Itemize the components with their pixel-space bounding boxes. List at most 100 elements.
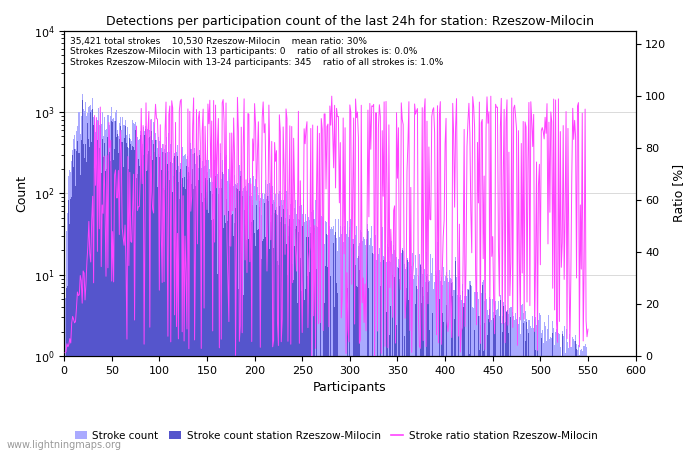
Bar (432, 313, 433, 450)
Bar (265, 200, 267, 450)
Bar (518, 324, 519, 450)
Bar (180, 163, 181, 450)
Bar (291, 206, 292, 450)
Bar (217, 174, 218, 450)
Bar (408, 262, 409, 450)
Bar (347, 288, 349, 450)
Bar (578, 346, 579, 450)
Bar (76, 151, 77, 450)
Bar (473, 361, 474, 450)
Bar (302, 199, 304, 450)
Bar (562, 334, 563, 450)
Bar (532, 316, 533, 450)
Bar (177, 145, 178, 450)
Stroke ratio station Rzeszow-Milocin (584, 327, 592, 332)
Bar (241, 196, 243, 450)
Bar (446, 272, 447, 450)
Bar (463, 296, 465, 450)
Bar (540, 315, 541, 450)
Bar (341, 234, 342, 450)
Bar (112, 122, 113, 450)
Bar (577, 351, 578, 450)
Bar (510, 317, 511, 450)
Bar (239, 191, 240, 450)
Bar (127, 147, 128, 450)
Bar (423, 274, 424, 450)
Bar (149, 130, 150, 450)
Bar (346, 223, 347, 450)
Bar (359, 243, 360, 450)
Bar (368, 231, 370, 450)
Bar (106, 129, 107, 450)
Bar (76, 130, 77, 450)
Bar (294, 246, 295, 450)
Bar (421, 303, 422, 450)
Bar (560, 376, 561, 450)
Bar (553, 328, 554, 450)
Bar (261, 215, 262, 450)
Bar (399, 279, 400, 450)
Bar (402, 252, 404, 450)
Bar (158, 137, 159, 450)
Bar (520, 333, 521, 450)
Bar (323, 244, 325, 450)
Bar (238, 289, 239, 450)
Bar (558, 380, 559, 450)
Bar (77, 126, 78, 450)
Bar (71, 162, 72, 450)
Bar (75, 186, 76, 450)
Bar (284, 211, 285, 450)
Bar (70, 199, 71, 450)
Bar (482, 282, 483, 450)
Bar (140, 135, 141, 450)
Bar (571, 347, 573, 450)
Bar (77, 141, 78, 450)
Bar (466, 316, 468, 450)
Bar (270, 222, 272, 450)
Text: www.lightningmaps.org: www.lightningmaps.org (7, 440, 122, 450)
Bar (115, 122, 116, 450)
Bar (400, 249, 401, 450)
Bar (79, 112, 80, 450)
Bar (414, 274, 415, 450)
Bar (255, 246, 256, 450)
Bar (283, 209, 284, 450)
Bar (179, 199, 180, 450)
Bar (103, 157, 104, 450)
Bar (177, 156, 178, 450)
Bar (480, 325, 481, 450)
Bar (558, 333, 559, 450)
Bar (64, 380, 66, 450)
Bar (452, 282, 453, 450)
Bar (478, 299, 479, 450)
Bar (335, 220, 336, 450)
Bar (479, 351, 480, 450)
Bar (288, 226, 289, 450)
Bar (174, 156, 175, 450)
Bar (95, 184, 96, 450)
Bar (196, 163, 197, 450)
Legend: Stroke count, Stroke count station Rzeszow-Milocin, Stroke ratio station Rzeszow: Stroke count, Stroke count station Rzesz… (71, 427, 601, 445)
Bar (220, 179, 222, 450)
Bar (484, 293, 486, 450)
Bar (132, 120, 133, 450)
Bar (489, 297, 490, 450)
Bar (117, 134, 118, 450)
Bar (146, 171, 148, 450)
Bar (405, 267, 407, 450)
Bar (528, 333, 529, 450)
Bar (548, 315, 550, 450)
Bar (236, 184, 237, 450)
Bar (121, 142, 122, 450)
Stroke ratio station Rzeszow-Milocin (262, 188, 270, 194)
Bar (130, 144, 131, 450)
Bar (455, 261, 456, 450)
Bar (293, 219, 294, 450)
Bar (191, 149, 193, 450)
Bar (273, 248, 274, 450)
Bar (253, 176, 254, 450)
Bar (108, 153, 109, 450)
Bar (296, 214, 297, 450)
Bar (515, 313, 516, 450)
Bar (157, 148, 158, 450)
